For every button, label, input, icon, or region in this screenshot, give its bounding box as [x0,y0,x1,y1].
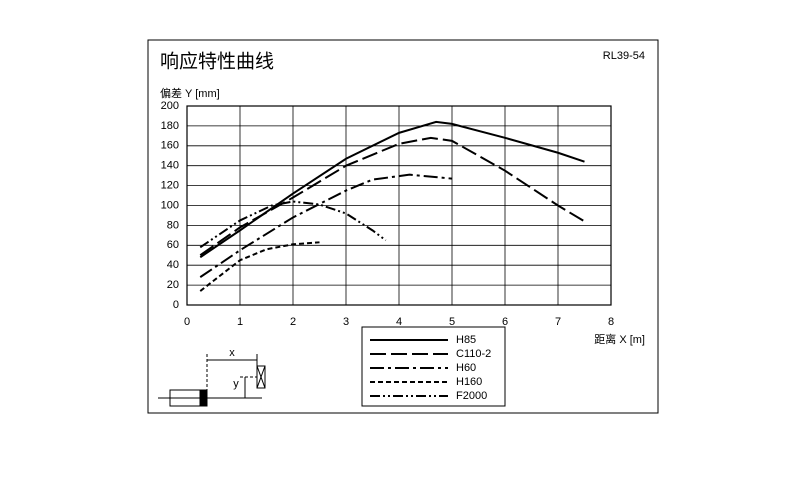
y-tick-label: 100 [161,199,179,211]
diagram-y-label: y [233,378,239,390]
y-tick-label: 180 [161,120,179,132]
x-tick-label: 2 [290,316,296,328]
chart-title: 响应特性曲线 [160,51,274,73]
y-tick-label: 120 [161,180,179,192]
y-tick-label: 200 [161,100,179,112]
y-tick-label: 20 [167,279,179,291]
frame [147,39,659,414]
x-tick-label: 1 [237,316,243,328]
target-hatch [256,365,266,389]
sensor-head [199,389,208,407]
series-line [199,120,585,259]
legend-label: H60 [456,362,476,374]
x-tick-label: 5 [449,316,455,328]
x-tick-label: 6 [502,316,508,328]
series-line [199,136,586,257]
x-tick-label: 7 [555,316,561,328]
plot-border [186,105,612,306]
y-tick-label: 0 [173,299,179,311]
y-tick-label: 140 [161,160,179,172]
series-line [199,200,387,249]
y-tick-label: 40 [167,259,179,271]
x-axis-label: 距离 X [m] [594,332,645,346]
legend-label: F2000 [456,390,487,402]
y-axis-label: 偏差 Y [mm] [160,86,220,100]
y-tick-label: 80 [167,219,179,231]
series-line [199,241,320,292]
y-tick-label: 160 [161,140,179,152]
legend-box [361,326,506,407]
y-tick-label: 60 [167,239,179,251]
series-line [199,173,453,278]
diagram-x-label: x [229,347,235,359]
x-tick-label: 0 [184,316,190,328]
x-tick-label: 3 [343,316,349,328]
x-tick-label: 4 [396,316,402,328]
legend-label: C110-2 [456,348,491,360]
x-tick-label: 8 [608,316,614,328]
legend-label: H85 [456,334,476,346]
annotation: RL39-54 [603,50,645,62]
sensor-diagram [158,354,266,407]
legend-label: H160 [456,376,482,388]
